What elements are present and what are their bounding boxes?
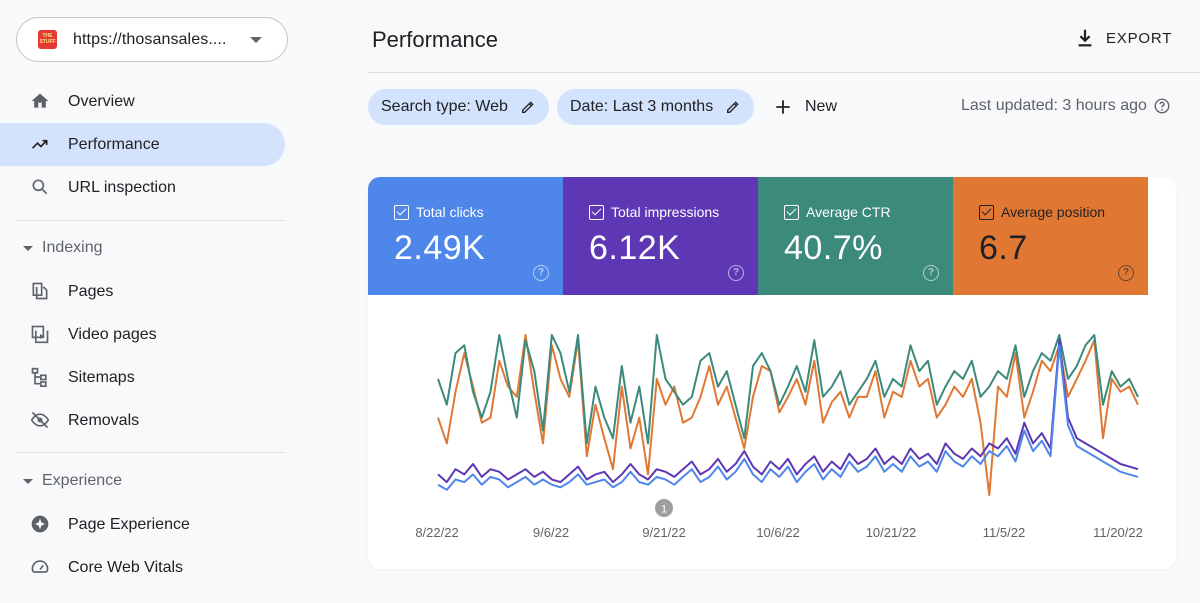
- sidebar-item-label: Video pages: [68, 325, 157, 343]
- metric-value: 40.7%: [784, 229, 883, 267]
- metric-label: Total impressions: [611, 204, 720, 220]
- divider: [16, 220, 286, 221]
- sidebar-item-label: Pages: [68, 282, 114, 300]
- property-selector[interactable]: THE STUFF https://thosansales....: [16, 17, 288, 62]
- sidebar-item-url-inspection[interactable]: URL inspection: [0, 166, 285, 209]
- checkbox[interactable]: [979, 204, 994, 220]
- metric-value: 6.12K: [589, 229, 681, 267]
- series-line-1[interactable]: [437, 334, 1139, 445]
- series-line-3[interactable]: [437, 344, 1139, 491]
- help-icon[interactable]: ?: [533, 265, 549, 281]
- sidebar-item-core-web-vitals[interactable]: Core Web Vitals: [0, 546, 285, 589]
- trending-up-icon: [31, 139, 48, 149]
- last-updated-text: Last updated: 3 hours ago: [961, 97, 1147, 114]
- x-tick-label: 10/21/22: [866, 525, 917, 540]
- checkbox[interactable]: [784, 204, 799, 220]
- home-icon: [31, 93, 49, 108]
- search-type-chip[interactable]: Search type: Web: [368, 89, 549, 125]
- metric-total-impressions[interactable]: Total impressions 6.12K ?: [563, 177, 758, 295]
- help-icon[interactable]: ?: [1118, 265, 1134, 281]
- x-tick-label: 10/6/22: [756, 525, 799, 540]
- chip-label: Search type: Web: [381, 98, 508, 115]
- performance-chart: 8/22/22 9/6/22 9/21/22 10/6/22 10/21/22 11/5/…: [415, 334, 1143, 540]
- x-tick-label: 8/22/22: [415, 525, 458, 540]
- help-icon[interactable]: [1153, 97, 1171, 115]
- section-indexing[interactable]: Indexing: [0, 233, 285, 263]
- property-url: https://thosansales....: [73, 30, 227, 48]
- sidebar-item-page-experience[interactable]: Page Experience: [0, 503, 285, 546]
- divider: [16, 452, 286, 453]
- x-tick-label: 11/20/22: [1093, 525, 1143, 540]
- metric-label: Average position: [1001, 204, 1106, 220]
- performance-card: Total clicks 2.49K ? Total impressions 6…: [368, 177, 1176, 569]
- x-tick-label: 9/6/22: [533, 525, 569, 540]
- chip-label: Date: Last 3 months: [570, 98, 714, 115]
- last-updated: Last updated: 3 hours ago: [961, 97, 1171, 115]
- x-tick-label: 11/5/22: [983, 525, 1025, 540]
- series-line-2[interactable]: [437, 339, 1139, 484]
- eye-off-icon: [30, 411, 50, 429]
- x-tick-label: 9/21/22: [642, 525, 685, 540]
- metric-average-ctr[interactable]: Average CTR 40.7% ?: [758, 177, 953, 295]
- edit-icon: [521, 101, 534, 113]
- annotation-label: 1: [661, 504, 667, 516]
- sidebar-item-video-pages[interactable]: Video pages: [0, 313, 285, 356]
- date-chip[interactable]: Date: Last 3 months: [557, 89, 755, 125]
- sidebar-item-label: Performance: [68, 135, 160, 153]
- property-logo: THE STUFF: [38, 30, 57, 49]
- caret-down-icon: [23, 478, 33, 484]
- sidebar-item-label: Core Web Vitals: [68, 558, 184, 576]
- help-icon[interactable]: ?: [923, 265, 939, 281]
- sidebar: THE STUFF https://thosansales.... Overvie…: [0, 0, 300, 603]
- sitemap-icon: [31, 367, 47, 387]
- sidebar-item-label: Removals: [68, 411, 140, 429]
- metric-label: Average CTR: [806, 204, 891, 220]
- sidebar-item-label: Page Experience: [68, 515, 190, 533]
- new-label: New: [805, 98, 838, 115]
- metric-total-clicks[interactable]: Total clicks 2.49K ?: [368, 177, 563, 295]
- sidebar-item-label: Overview: [68, 92, 135, 110]
- sidebar-item-sitemaps[interactable]: Sitemaps: [0, 356, 285, 399]
- export-button[interactable]: EXPORT: [1074, 24, 1172, 52]
- metric-average-position[interactable]: Average position 6.7 ?: [953, 177, 1148, 295]
- page-experience-icon: [31, 515, 49, 533]
- export-label: EXPORT: [1106, 29, 1173, 47]
- pages-icon: [32, 282, 48, 300]
- sidebar-item-removals[interactable]: Removals: [0, 399, 285, 442]
- sidebar-item-pages[interactable]: Pages: [0, 270, 285, 313]
- sidebar-item-label: URL inspection: [68, 178, 176, 196]
- section-label: Experience: [42, 472, 123, 489]
- annotation-marker[interactable]: 1: [655, 499, 673, 517]
- gauge-icon: [31, 560, 49, 573]
- series-line-0[interactable]: [437, 334, 1139, 496]
- plus-icon: [776, 100, 790, 114]
- metric-value: 6.7: [979, 229, 1028, 267]
- section-label: Indexing: [42, 239, 103, 256]
- section-experience[interactable]: Experience: [0, 466, 285, 496]
- new-filter-button[interactable]: New: [773, 92, 837, 122]
- video-pages-icon: [31, 325, 49, 344]
- search-icon: [32, 179, 48, 195]
- caret-down-icon: [23, 245, 33, 251]
- metric-value: 2.49K: [394, 229, 486, 267]
- edit-icon: [727, 101, 739, 113]
- page-title: Performance: [372, 27, 498, 52]
- header-divider: [368, 72, 1200, 73]
- sidebar-item-label: Sitemaps: [68, 368, 135, 386]
- checkbox[interactable]: [589, 204, 604, 220]
- download-icon: [1078, 29, 1092, 47]
- sidebar-item-performance[interactable]: Performance: [0, 123, 285, 166]
- chevron-down-icon: [250, 37, 262, 43]
- sidebar-item-overview[interactable]: Overview: [0, 80, 285, 123]
- help-icon[interactable]: ?: [728, 265, 744, 281]
- checkbox[interactable]: [394, 204, 409, 220]
- metric-label: Total clicks: [416, 204, 484, 220]
